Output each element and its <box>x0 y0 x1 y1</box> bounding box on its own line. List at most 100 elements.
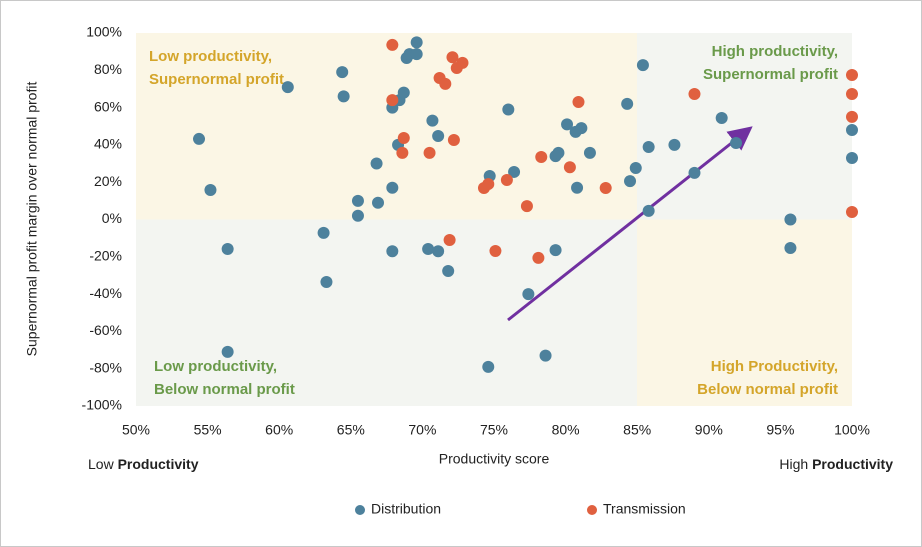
data-point <box>396 146 409 159</box>
quadrant-label: High Productivity, <box>711 358 838 375</box>
data-point <box>317 226 330 239</box>
data-point <box>320 275 333 288</box>
data-point <box>621 97 634 110</box>
data-point <box>410 36 423 49</box>
data-point <box>351 194 364 207</box>
data-point <box>535 151 548 164</box>
data-point <box>443 234 456 247</box>
data-point <box>572 96 585 109</box>
y-tick-label: 60% <box>94 98 122 114</box>
data-point <box>281 81 294 94</box>
trend-arrow <box>507 126 753 322</box>
y-tick-label: 0% <box>102 210 122 226</box>
x-end-label-plain: High <box>779 456 808 472</box>
x-tick-label: 65% <box>337 422 365 438</box>
data-point <box>422 242 435 255</box>
data-point <box>336 66 349 79</box>
quadrant-label: Low productivity, <box>149 48 272 65</box>
data-point <box>539 349 552 362</box>
data-point <box>688 166 701 179</box>
x-tick-label: 95% <box>766 422 794 438</box>
y-tick-label: 80% <box>94 61 122 77</box>
data-point <box>642 204 655 217</box>
data-point <box>482 178 495 191</box>
quadrant-label: High productivity, <box>712 43 838 60</box>
quadrant-label: Low productivity, <box>154 358 277 375</box>
x-tick-label: 85% <box>623 422 651 438</box>
x-tick-label: 90% <box>695 422 723 438</box>
data-point <box>386 181 399 194</box>
data-point <box>221 345 234 358</box>
y-tick-label: -20% <box>89 248 122 264</box>
data-point <box>432 129 445 142</box>
data-point <box>599 181 612 194</box>
data-point <box>784 242 797 255</box>
y-tick-label: 40% <box>94 136 122 152</box>
data-point <box>784 213 797 226</box>
quadrant-bg <box>637 219 852 406</box>
data-point <box>846 206 858 219</box>
data-point <box>386 38 399 51</box>
x-end-label: High Productivity <box>779 456 893 472</box>
data-point <box>386 94 399 107</box>
y-tick-label: 20% <box>94 173 122 189</box>
data-point <box>397 86 410 99</box>
data-point <box>426 114 439 127</box>
data-point <box>561 118 574 131</box>
data-point <box>397 131 410 144</box>
data-point <box>636 59 649 72</box>
x-tick-label: 50% <box>122 422 150 438</box>
data-point <box>500 173 513 186</box>
data-point <box>520 200 533 213</box>
x-tick-label: 75% <box>480 422 508 438</box>
data-point <box>668 138 681 151</box>
data-point <box>447 134 460 147</box>
data-point <box>442 264 455 277</box>
data-point <box>549 244 562 257</box>
data-point <box>423 146 436 159</box>
x-end-label-bold: Productivity <box>812 456 893 472</box>
quadrant-bg <box>136 219 637 406</box>
quadrant-label: Below normal profit <box>154 381 295 398</box>
data-point <box>532 251 545 264</box>
x-tick-label: 55% <box>194 422 222 438</box>
data-point <box>502 103 515 116</box>
x-tick-label: 80% <box>552 422 580 438</box>
data-point <box>193 132 206 145</box>
data-point <box>456 56 469 69</box>
x-end-label: Low Productivity <box>88 456 199 472</box>
quadrant-label: Below normal profit <box>697 381 838 398</box>
y-tick-label: -100% <box>82 397 122 413</box>
data-point <box>846 123 858 136</box>
data-point <box>410 48 423 61</box>
data-point <box>372 196 385 209</box>
data-point <box>583 146 596 159</box>
data-point <box>846 151 858 164</box>
y-tick-label: 100% <box>86 24 122 40</box>
x-tick-label: 60% <box>265 422 293 438</box>
data-point <box>642 140 655 153</box>
data-point <box>446 51 459 64</box>
quadrant-label: Supernormal profit <box>149 71 284 88</box>
data-point <box>624 175 637 188</box>
data-point <box>846 110 858 123</box>
x-axis-label: Productivity score <box>439 451 550 467</box>
data-point <box>482 360 495 373</box>
legend-marker <box>587 505 597 515</box>
legend-marker <box>355 505 365 515</box>
x-end-label-plain: Low <box>88 456 115 472</box>
legend-label: Transmission <box>603 501 686 517</box>
x-tick-label: 100% <box>834 422 870 438</box>
data-point <box>489 245 502 258</box>
data-point <box>730 137 743 150</box>
legend-label: Distribution <box>371 501 441 517</box>
data-point <box>508 165 521 178</box>
data-point <box>688 87 701 100</box>
data-point <box>439 77 452 90</box>
data-point <box>337 90 350 103</box>
data-point <box>846 68 858 81</box>
data-point <box>351 209 364 222</box>
data-point <box>370 157 383 170</box>
y-tick-label: -40% <box>89 285 122 301</box>
